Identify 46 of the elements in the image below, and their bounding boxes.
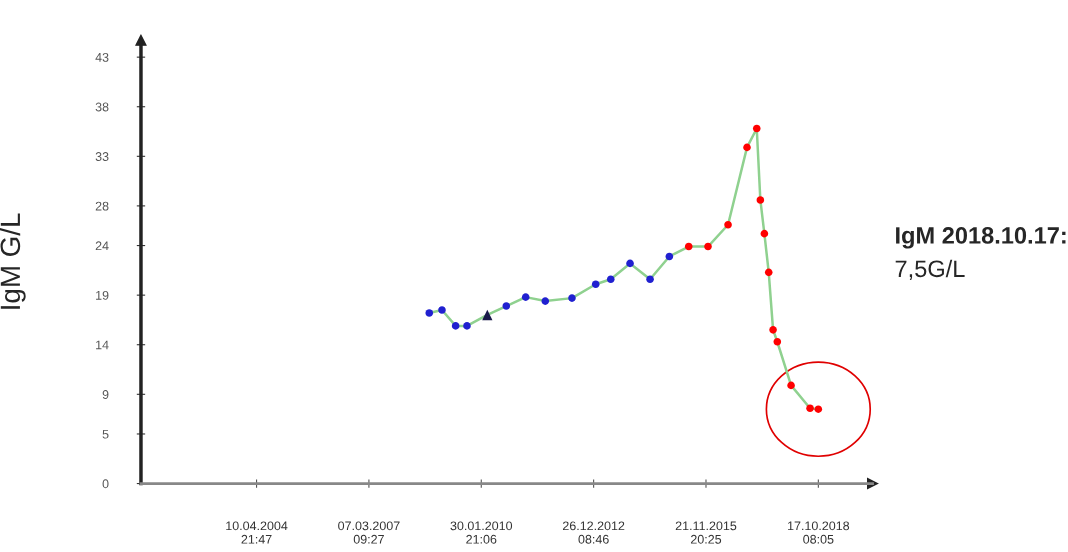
y-tick-label: 14 (96, 340, 109, 350)
point (502, 302, 511, 310)
point (591, 280, 600, 289)
point (764, 268, 773, 277)
x-tick-label: 26.12.2012 08:46 (562, 521, 625, 544)
y-tick-label: 43 (95, 52, 109, 62)
point (626, 259, 634, 268)
point (743, 143, 751, 152)
y-tick-label: 28 (95, 201, 109, 211)
point (665, 252, 674, 261)
point (425, 309, 434, 317)
y-tick-label: 19 (96, 290, 109, 300)
text: 7,5G/L (895, 259, 965, 280)
y-tick-label: 38 (95, 102, 109, 112)
point (521, 293, 530, 301)
point (814, 405, 823, 413)
point (756, 196, 765, 204)
point (606, 275, 615, 284)
x-tick-label: 07.03.2007 09:27 (338, 521, 400, 544)
point (438, 306, 446, 314)
point (806, 404, 814, 412)
point (482, 309, 493, 321)
point (704, 242, 712, 251)
point (769, 326, 777, 334)
point (787, 381, 795, 390)
point (463, 322, 471, 330)
point (684, 242, 693, 251)
point (752, 124, 761, 133)
x-tick-label: 10.04.2004 21:47 (226, 521, 288, 544)
y-axis-title: IgM G/L (0, 213, 26, 309)
y-tick-label: 0 (102, 479, 109, 489)
point (760, 229, 769, 238)
y-tick-label: 24 (95, 241, 109, 251)
x-tick-label: 21.11.2015 20:25 (675, 521, 737, 544)
y-tick-label: 33 (95, 152, 109, 161)
point (773, 337, 782, 346)
point (568, 294, 576, 302)
x-tick-label: 17.10.2018 08:05 (788, 521, 850, 544)
y-tick-label: 9 (102, 390, 109, 399)
x-tick-label: 30.01.2010 21:06 (450, 521, 513, 544)
point (724, 220, 732, 229)
point (541, 297, 550, 305)
point (646, 275, 654, 284)
y-tick-label: 5 (102, 429, 109, 439)
point (451, 322, 460, 330)
text: IgM 2018.10.17: (896, 227, 1066, 249)
